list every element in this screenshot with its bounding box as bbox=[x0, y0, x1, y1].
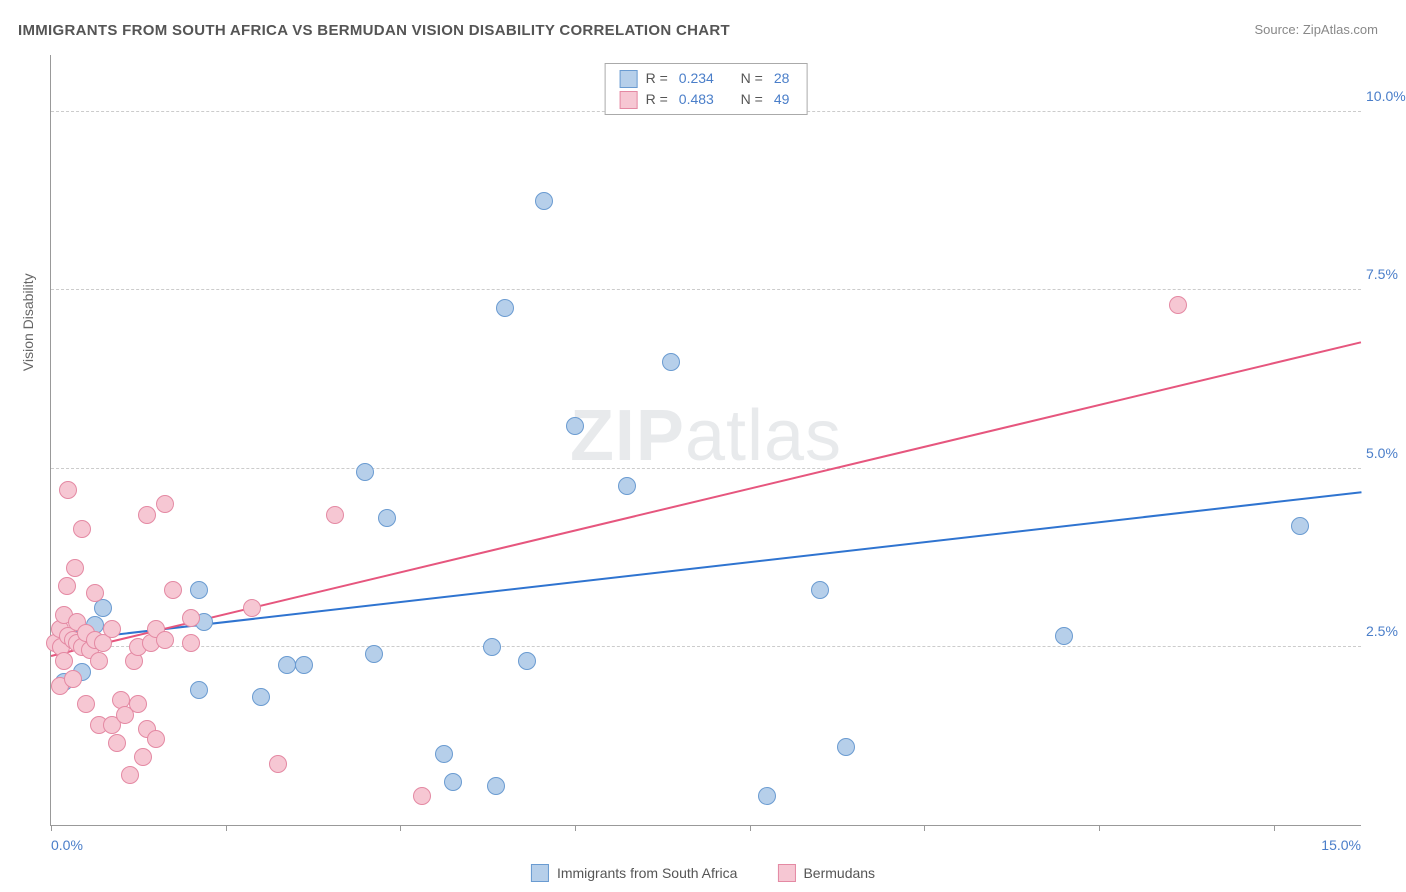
chart-title: IMMIGRANTS FROM SOUTH AFRICA VS BERMUDAN… bbox=[18, 22, 730, 39]
data-point-sa bbox=[837, 738, 855, 756]
correlation-legend: R = 0.234 N = 28 R = 0.483 N = 49 bbox=[605, 63, 808, 115]
y-tick-label: 5.0% bbox=[1366, 445, 1406, 461]
x-tick bbox=[1274, 825, 1275, 831]
source-name: ZipAtlas.com bbox=[1303, 22, 1378, 37]
x-tick-label: 15.0% bbox=[1321, 837, 1361, 853]
n-value-bm: 49 bbox=[774, 89, 790, 110]
data-point-bm bbox=[64, 670, 82, 688]
watermark-rest: atlas bbox=[685, 396, 842, 476]
data-point-sa bbox=[518, 652, 536, 670]
data-point-sa bbox=[378, 509, 396, 527]
gridline bbox=[51, 646, 1361, 647]
data-point-bm bbox=[269, 755, 287, 773]
n-label: N = bbox=[741, 89, 763, 110]
data-point-sa bbox=[1055, 627, 1073, 645]
data-point-bm bbox=[55, 652, 73, 670]
r-value-sa: 0.234 bbox=[679, 68, 714, 89]
scatter-plot-area: ZIPatlas R = 0.234 N = 28 R = 0.483 N = … bbox=[50, 55, 1361, 826]
data-point-bm bbox=[326, 506, 344, 524]
data-point-bm bbox=[413, 787, 431, 805]
r-label: R = bbox=[646, 68, 668, 89]
swatch-icon bbox=[531, 864, 549, 882]
data-point-sa bbox=[435, 745, 453, 763]
swatch-icon bbox=[777, 864, 795, 882]
x-tick-label: 0.0% bbox=[51, 837, 83, 853]
n-label: N = bbox=[741, 68, 763, 89]
data-point-bm bbox=[129, 695, 147, 713]
r-label: R = bbox=[646, 89, 668, 110]
data-point-sa bbox=[1291, 517, 1309, 535]
x-tick bbox=[51, 825, 52, 831]
data-point-sa bbox=[487, 777, 505, 795]
data-point-sa bbox=[811, 581, 829, 599]
legend-item-bm: Bermudans bbox=[777, 864, 875, 882]
data-point-bm bbox=[90, 652, 108, 670]
x-tick bbox=[400, 825, 401, 831]
source-prefix: Source: bbox=[1254, 22, 1302, 37]
legend-row-bm: R = 0.483 N = 49 bbox=[620, 89, 793, 110]
data-point-bm bbox=[134, 748, 152, 766]
source-attribution: Source: ZipAtlas.com bbox=[1254, 22, 1378, 37]
data-point-sa bbox=[662, 353, 680, 371]
x-tick bbox=[924, 825, 925, 831]
data-point-bm bbox=[243, 599, 261, 617]
legend-row-sa: R = 0.234 N = 28 bbox=[620, 68, 793, 89]
r-value-bm: 0.483 bbox=[679, 89, 714, 110]
data-point-bm bbox=[58, 577, 76, 595]
data-point-bm bbox=[147, 730, 165, 748]
gridline bbox=[51, 468, 1361, 469]
data-point-sa bbox=[483, 638, 501, 656]
data-point-sa bbox=[278, 656, 296, 674]
x-tick bbox=[575, 825, 576, 831]
data-point-bm bbox=[108, 734, 126, 752]
watermark-bold: ZIP bbox=[570, 396, 685, 476]
swatch-icon bbox=[620, 70, 638, 88]
x-tick bbox=[1099, 825, 1100, 831]
data-point-bm bbox=[73, 520, 91, 538]
y-axis-label: Vision Disability bbox=[20, 273, 36, 371]
data-point-bm bbox=[1169, 296, 1187, 314]
data-point-sa bbox=[566, 417, 584, 435]
x-tick bbox=[750, 825, 751, 831]
y-tick-label: 10.0% bbox=[1366, 88, 1406, 104]
legend-label-sa: Immigrants from South Africa bbox=[557, 865, 738, 881]
swatch-icon bbox=[620, 91, 638, 109]
data-point-bm bbox=[77, 695, 95, 713]
legend-label-bm: Bermudans bbox=[803, 865, 875, 881]
data-point-bm bbox=[59, 481, 77, 499]
data-point-sa bbox=[444, 773, 462, 791]
data-point-bm bbox=[86, 584, 104, 602]
data-point-sa bbox=[356, 463, 374, 481]
data-point-sa bbox=[295, 656, 313, 674]
x-tick bbox=[226, 825, 227, 831]
legend-item-sa: Immigrants from South Africa bbox=[531, 864, 738, 882]
data-point-sa bbox=[190, 681, 208, 699]
watermark-text: ZIPatlas bbox=[570, 395, 842, 477]
data-point-bm bbox=[138, 506, 156, 524]
data-point-bm bbox=[121, 766, 139, 784]
data-point-sa bbox=[496, 299, 514, 317]
data-point-bm bbox=[66, 559, 84, 577]
data-point-sa bbox=[190, 581, 208, 599]
series-legend: Immigrants from South Africa Bermudans bbox=[531, 864, 875, 882]
data-point-bm bbox=[156, 631, 174, 649]
data-point-bm bbox=[182, 634, 200, 652]
data-point-bm bbox=[156, 495, 174, 513]
gridline bbox=[51, 289, 1361, 290]
trend-line-sa bbox=[51, 491, 1361, 643]
data-point-sa bbox=[252, 688, 270, 706]
data-point-sa bbox=[758, 787, 776, 805]
data-point-sa bbox=[535, 192, 553, 210]
data-point-bm bbox=[182, 609, 200, 627]
n-value-sa: 28 bbox=[774, 68, 790, 89]
data-point-sa bbox=[618, 477, 636, 495]
y-tick-label: 7.5% bbox=[1366, 266, 1406, 282]
y-tick-label: 2.5% bbox=[1366, 623, 1406, 639]
data-point-bm bbox=[103, 620, 121, 638]
data-point-bm bbox=[164, 581, 182, 599]
data-point-sa bbox=[365, 645, 383, 663]
